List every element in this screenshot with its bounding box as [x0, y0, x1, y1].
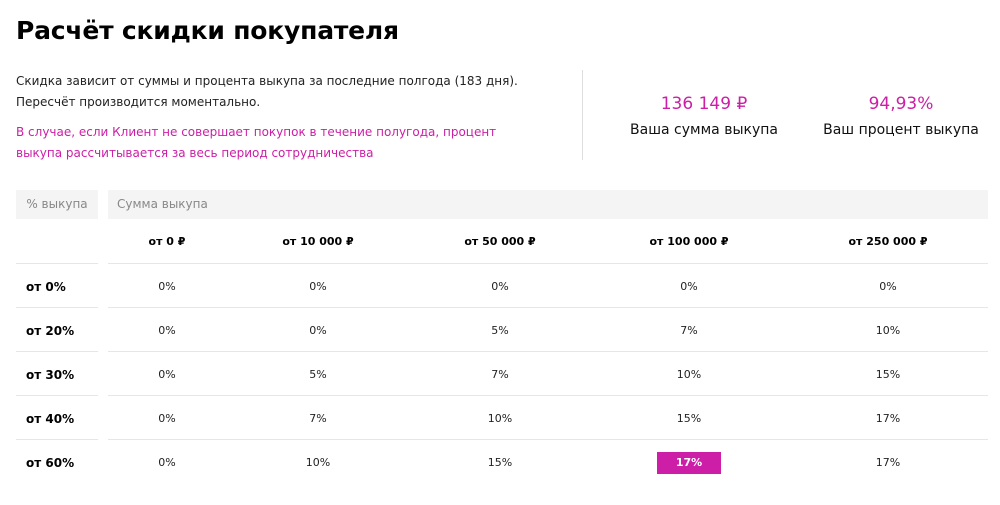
column-header: от 50 000 ₽ — [464, 235, 536, 248]
description-line-1: Скидка зависит от суммы и процента выкуп… — [16, 74, 518, 88]
row-divider — [108, 307, 988, 308]
discount-cell: 7% — [309, 412, 327, 425]
row-divider — [108, 263, 988, 264]
period-note-line-2: выкупа рассчитывается за весь период сот… — [16, 146, 374, 160]
column-header: от 250 000 ₽ — [848, 235, 928, 248]
row-divider — [108, 351, 988, 352]
column-header: от 10 000 ₽ — [282, 235, 354, 248]
row-label: от 30% — [26, 368, 75, 382]
discount-cell: 0% — [158, 456, 176, 469]
purchase-sum-metric: 136 149 ₽ Ваша сумма выкупа — [624, 92, 784, 140]
discount-cell: 0% — [158, 368, 176, 381]
row-divider-label — [16, 263, 98, 264]
description-line-2: Пересчёт производится моментально. — [16, 95, 261, 109]
purchase-percent-label: Ваш процент выкупа — [823, 122, 979, 138]
purchase-sum-label: Ваша сумма выкупа — [630, 122, 778, 138]
current-discount-cell: 17% — [657, 452, 721, 474]
discount-cell: 10% — [487, 412, 513, 425]
discount-cell: 0% — [680, 280, 698, 293]
discount-cell: 0% — [309, 280, 327, 293]
discount-cell: 15% — [487, 456, 513, 469]
discount-cell: 7% — [491, 368, 509, 381]
row-divider-label — [16, 351, 98, 352]
column-header: от 0 ₽ — [148, 235, 186, 248]
discount-cell: 5% — [491, 324, 509, 337]
purchase-sum-value: 136 149 ₽ — [660, 94, 748, 114]
row-label: от 20% — [26, 324, 75, 338]
row-label: от 0% — [26, 280, 66, 294]
description: Скидка зависит от суммы и процента выкуп… — [16, 71, 556, 164]
discount-cell: 0% — [309, 324, 327, 337]
sum-header: Сумма выкупа — [108, 190, 988, 219]
discount-cell: 0% — [491, 280, 509, 293]
row-label: от 40% — [26, 412, 75, 426]
discount-cell: 7% — [680, 324, 698, 337]
discount-cell: 0% — [158, 412, 176, 425]
row-label: от 60% — [26, 456, 75, 470]
column-header: от 100 000 ₽ — [649, 235, 729, 248]
period-note-line-1: В случае, если Клиент не совершает покуп… — [16, 125, 497, 139]
row-divider — [108, 395, 988, 396]
period-note: В случае, если Клиент не совершает покуп… — [16, 122, 556, 164]
discount-cell: 10% — [875, 324, 901, 337]
percent-header: % выкупа — [16, 190, 98, 219]
purchase-percent-value: 94,93% — [868, 94, 934, 114]
discount-cell: 17% — [875, 456, 901, 469]
discount-cell: 15% — [875, 368, 901, 381]
vertical-divider — [582, 70, 583, 160]
discount-cell: 5% — [309, 368, 327, 381]
row-divider — [108, 439, 988, 440]
discount-cell: 0% — [158, 324, 176, 337]
discount-cell: 15% — [676, 412, 702, 425]
purchase-percent-metric: 94,93% Ваш процент выкупа — [818, 92, 984, 140]
row-divider-label — [16, 395, 98, 396]
discount-cell: 10% — [305, 456, 331, 469]
discount-cell: 17% — [875, 412, 901, 425]
page-title: Расчёт скидки покупателя — [16, 16, 399, 45]
discount-cell: 0% — [879, 280, 897, 293]
discount-cell: 0% — [158, 280, 176, 293]
row-divider-label — [16, 307, 98, 308]
discount-cell: 10% — [676, 368, 702, 381]
row-divider-label — [16, 439, 98, 440]
